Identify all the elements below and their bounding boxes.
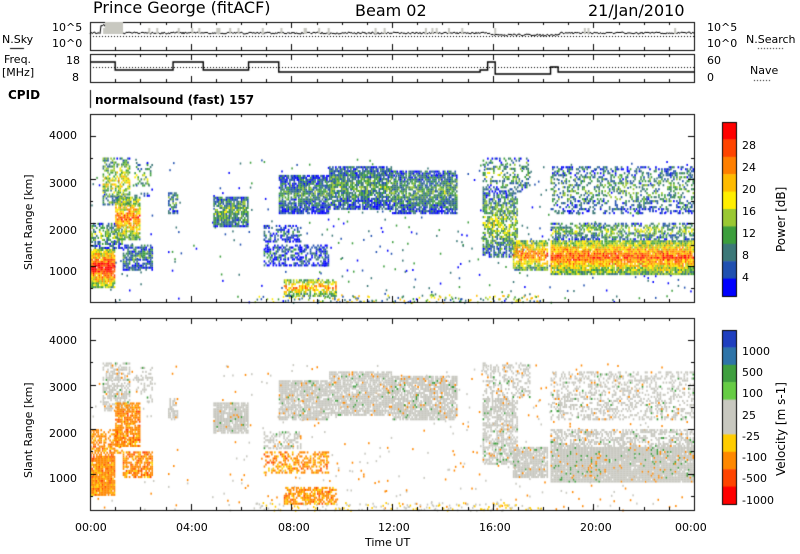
velocity-cbar-tick-500: 500 [742,366,763,379]
noise-tick-right-bottom: 10^0 [707,37,738,50]
noise-tick-left-top: 10^5 [52,21,83,34]
velocity-ytick-1000: 1000 [49,472,77,485]
station-title: Prince George (fitACF) [93,0,271,17]
velocity-ytick-2000: 2000 [49,427,77,440]
velocity-cbar-tick-m500: -500 [742,472,767,485]
velocity-ytick-4000: 4000 [49,334,77,347]
power-cbar-tick-24: 24 [742,161,756,174]
noise-tick-left-bottom: 10^0 [52,37,83,50]
power-cbar-title: Power [dB] [774,186,788,252]
power-cbar-tick-28: 28 [742,139,756,152]
velocity-cbar-tick-m1000: -1000 [742,494,774,507]
freq-unit-label: [MHz] [2,66,35,79]
velocity-cbar-tick-m100: -100 [742,451,767,464]
power-cbar-tick-12: 12 [742,227,756,240]
date-title: 21/Jan/2010 [588,1,685,20]
nave-tick-bottom: 0 [707,71,714,84]
beam-title: Beam 02 [355,1,427,20]
power-ytick-2000: 2000 [49,224,77,237]
power-cbar-tick-4: 4 [742,271,749,284]
nsearch-label: N.Search [746,33,796,46]
velocity-cbar-tick-m25: -25 [742,430,760,443]
power-cbar-tick-8: 8 [742,249,749,262]
nave-label: Nave [750,64,779,77]
velocity-cbar-tick-100: 100 [742,387,763,400]
velocity-cbar-tick-25: 25 [742,409,756,422]
velocity-ytick-3000: 3000 [49,381,77,394]
power-ylabel: Slant Range [km] [22,174,35,270]
power-ytick-4000: 4000 [49,129,77,142]
xtick-0400: 04:00 [176,521,208,534]
cpid-label: CPID [8,88,41,102]
xlabel-time-ut: Time UT [365,536,411,549]
xtick-0800: 08:00 [278,521,310,534]
nsky-label: N.Sky [2,33,34,46]
freq-tick-bottom: 8 [72,71,79,84]
velocity-ylabel: Slant Range [km] [22,382,35,478]
velocity-cbar-title: Velocity [m s-1] [774,382,788,476]
freq-label: Freq. [4,53,32,66]
xtick-1600: 16:00 [479,521,511,534]
xtick-1200: 12:00 [378,521,410,534]
power-ytick-1000: 1000 [49,265,77,278]
xtick-2000: 20:00 [580,521,612,534]
xtick-2400: 00:00 [675,521,707,534]
freq-tick-top: 18 [66,54,80,67]
velocity-cbar-tick-1000: 1000 [742,345,770,358]
power-ytick-3000: 3000 [49,177,77,190]
cpid-value: normalsound (fast) 157 [95,93,255,107]
nave-tick-top: 60 [707,54,721,67]
power-cbar-tick-16: 16 [742,205,756,218]
xtick-0000: 00:00 [75,521,107,534]
power-cbar-tick-20: 20 [742,183,756,196]
noise-tick-right-top: 10^5 [707,21,738,34]
